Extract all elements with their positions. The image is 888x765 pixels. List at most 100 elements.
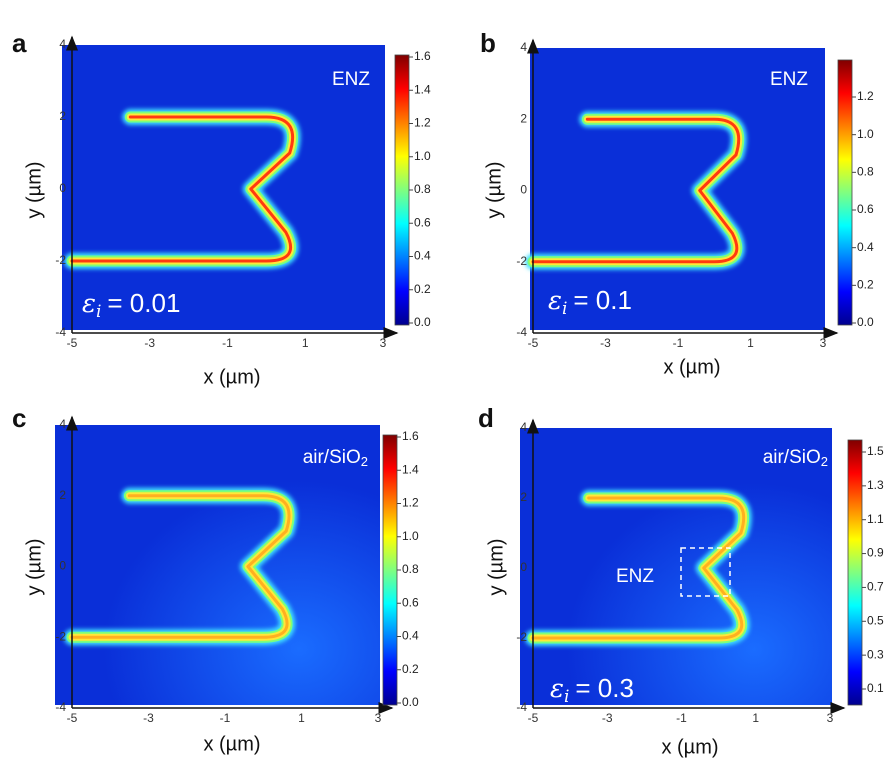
y-tick-label: 2 xyxy=(520,490,527,504)
field-map xyxy=(520,428,832,705)
epsilon-value: = 0.3 xyxy=(575,673,634,703)
colorbar-tick-label: 0.0 xyxy=(402,695,419,709)
colorbar-tick-label: 1.0 xyxy=(414,149,431,163)
y-tick-label: -2 xyxy=(516,254,527,268)
colorbar-tick-label: 0.0 xyxy=(414,315,431,329)
panel: -5 -3 -1 1 3 4 2 0 -2 -4 1.6 1.4 1.2 1.0 0.8 0.6 0.4 0.2 0… xyxy=(12,403,419,755)
x-axis-label: x (µm) xyxy=(663,356,720,378)
x-tick-label: -1 xyxy=(220,711,231,725)
y-axis-label: y (µm) xyxy=(23,161,45,218)
field-map xyxy=(62,45,385,330)
colorbar-tick-label: 1.0 xyxy=(857,127,874,141)
tag-subscript: 2 xyxy=(361,454,368,469)
waveguide xyxy=(531,117,741,264)
epsilon-symbol: ε xyxy=(548,286,562,316)
colorbar-tick-label: 0.1 xyxy=(867,681,884,695)
epsilon-value: = 0.01 xyxy=(107,288,180,318)
colorbar xyxy=(847,439,863,706)
tag-text: air/SiO xyxy=(303,447,361,468)
epsilon-label: εi = 0.1 xyxy=(548,285,632,319)
colorbar-tick-label: 0.5 xyxy=(867,613,884,627)
epsilon-subscript: i xyxy=(96,302,101,322)
colorbar-tick-label: 1.6 xyxy=(402,429,419,443)
y-tick-label: -4 xyxy=(516,325,527,339)
x-tick-label: -3 xyxy=(143,711,154,725)
y-axis-label: y (µm) xyxy=(23,538,45,595)
tag-text: air/SiO xyxy=(763,447,821,468)
x-axis-label: x (µm) xyxy=(203,733,260,755)
epsilon-label: εi = 0.01 xyxy=(82,288,180,322)
colorbar-tick-label: 1.2 xyxy=(414,116,431,130)
panel-letter: c xyxy=(12,403,26,433)
x-tick-label: -3 xyxy=(602,711,613,725)
colorbar-tick-label: 1.3 xyxy=(867,478,884,492)
epsilon-symbol: ε xyxy=(550,674,564,704)
y-tick-label: -4 xyxy=(516,700,527,714)
colorbar-tick-label: 1.4 xyxy=(402,462,419,476)
colorbar-tick-label: 0.4 xyxy=(414,249,431,263)
x-tick-label: 1 xyxy=(298,711,305,725)
y-tick-label: 4 xyxy=(59,417,66,431)
y-tick-label: -4 xyxy=(55,325,66,339)
epsilon-subscript: i xyxy=(564,687,569,707)
epsilon-label: εi = 0.3 xyxy=(550,673,634,707)
colorbar-tick-label: 0.3 xyxy=(867,647,884,661)
waveguide xyxy=(531,496,746,640)
y-tick-label: 0 xyxy=(59,181,66,195)
y-tick-label: 2 xyxy=(520,111,527,125)
colorbar-tick-label: 0.6 xyxy=(402,595,419,609)
field-map xyxy=(530,48,825,330)
x-tick-label: -3 xyxy=(600,336,611,350)
colorbar-tick-label: 0.4 xyxy=(857,240,874,254)
y-tick-label: -2 xyxy=(55,629,66,643)
panel-letter: d xyxy=(478,403,494,433)
epsilon-symbol: ε xyxy=(82,289,96,319)
y-tick-label: -2 xyxy=(516,630,527,644)
tag-subscript: 2 xyxy=(821,454,828,469)
x-tick-label: 3 xyxy=(827,711,834,725)
field-map xyxy=(55,425,380,705)
x-tick-label: 1 xyxy=(747,336,754,350)
x-tick-label: -5 xyxy=(67,336,78,350)
colorbar-tick-label: 0.2 xyxy=(414,282,431,296)
x-axis-label: x (µm) xyxy=(203,366,260,388)
colorbar-tick-label: 1.0 xyxy=(402,529,419,543)
y-tick-label: 2 xyxy=(59,109,66,123)
y-axis-label: y (µm) xyxy=(483,161,505,218)
inset-label: ENZ xyxy=(616,566,654,587)
colorbar xyxy=(837,59,853,326)
colorbar-tick-label: 0.8 xyxy=(414,182,431,196)
y-tick-label: -4 xyxy=(55,700,66,714)
y-tick-label: 4 xyxy=(520,420,527,434)
enz-box xyxy=(680,547,731,597)
panel-letter: b xyxy=(480,28,496,58)
x-tick-label: -3 xyxy=(144,336,155,350)
colorbar-tick-label: 1.6 xyxy=(414,49,431,63)
epsilon-subscript: i xyxy=(562,299,567,319)
colorbar-tick-label: 0.4 xyxy=(402,629,419,643)
x-tick-label: -5 xyxy=(528,336,539,350)
material-tag: ENZ xyxy=(770,69,808,90)
y-tick-label: 0 xyxy=(59,559,66,573)
colorbar-tick-label: 1.5 xyxy=(867,444,884,458)
x-tick-label: -5 xyxy=(67,711,78,725)
x-tick-label: 1 xyxy=(302,336,309,350)
y-tick-label: 4 xyxy=(520,40,527,54)
panel: -5 -3 -1 1 3 4 2 0 -2 -4 1.2 1.0 0.8 0.6 0.4 0.2 0.0 b x (… xyxy=(480,28,874,378)
colorbar-tick-label: 0.2 xyxy=(857,278,874,292)
colorbar-tick-label: 1.2 xyxy=(857,89,874,103)
y-tick-label: 4 xyxy=(59,37,66,51)
x-tick-label: -1 xyxy=(222,336,233,350)
y-tick-label: 0 xyxy=(520,183,527,197)
x-tick-label: -1 xyxy=(673,336,684,350)
x-tick-label: 3 xyxy=(380,336,387,350)
y-tick-label: 0 xyxy=(520,560,527,574)
x-axis-label: x (µm) xyxy=(661,736,718,758)
panel-letter: a xyxy=(12,28,27,58)
colorbar xyxy=(382,434,398,706)
colorbar xyxy=(394,54,410,326)
epsilon-value: = 0.1 xyxy=(573,285,632,315)
x-tick-label: 1 xyxy=(752,711,759,725)
colorbar-tick-label: 1.2 xyxy=(402,496,419,510)
colorbar-tick-label: 0.8 xyxy=(402,562,419,576)
